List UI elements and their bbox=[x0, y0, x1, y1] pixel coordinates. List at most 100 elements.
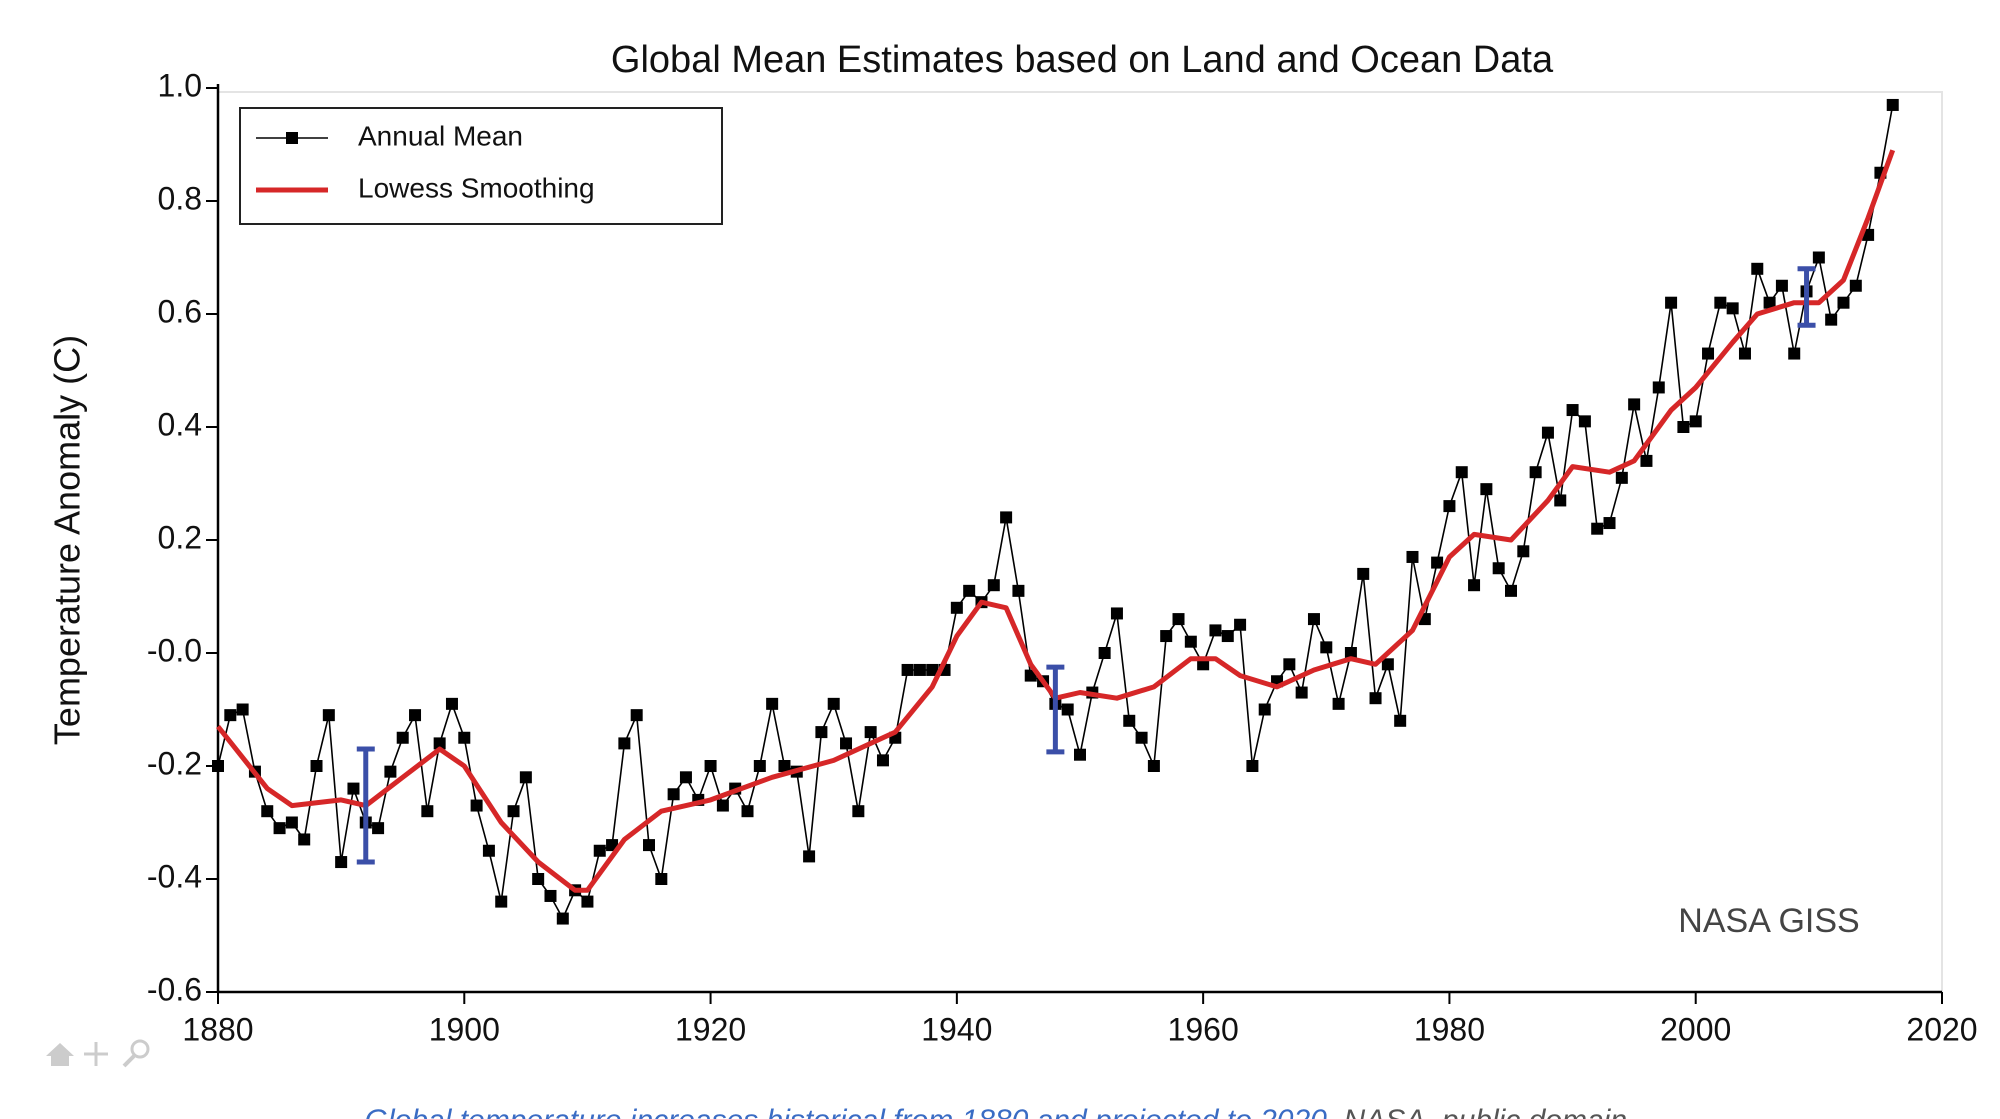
data-point bbox=[224, 709, 237, 722]
data-point bbox=[1307, 613, 1320, 626]
data-point bbox=[347, 782, 360, 795]
legend-box bbox=[239, 107, 723, 225]
data-point bbox=[1344, 647, 1357, 659]
x-tick-label: 1920 bbox=[675, 1011, 746, 1047]
data-point bbox=[1529, 466, 1542, 479]
data-point bbox=[716, 799, 729, 812]
data-point bbox=[1147, 760, 1160, 772]
data-point bbox=[1566, 404, 1579, 417]
data-point bbox=[556, 912, 569, 925]
toolbar-icons bbox=[46, 1039, 150, 1068]
data-point bbox=[421, 805, 434, 818]
data-point bbox=[1406, 550, 1419, 563]
data-point bbox=[335, 856, 348, 869]
data-point bbox=[519, 771, 532, 784]
y-tick-label: 0.8 bbox=[158, 180, 202, 216]
data-point bbox=[396, 731, 409, 744]
data-point bbox=[704, 760, 717, 772]
x-tick-label: 1980 bbox=[1414, 1011, 1485, 1047]
data-point bbox=[741, 805, 754, 818]
zoom-icon bbox=[130, 1039, 150, 1059]
data-point bbox=[261, 805, 274, 818]
data-point bbox=[913, 663, 926, 676]
data-point bbox=[1677, 421, 1690, 433]
data-point bbox=[1234, 618, 1247, 631]
data-point bbox=[310, 760, 323, 772]
data-point bbox=[1110, 607, 1123, 620]
data-point bbox=[1221, 630, 1234, 643]
data-point bbox=[926, 663, 939, 676]
pan-icon bbox=[84, 1042, 108, 1066]
data-point bbox=[950, 601, 963, 614]
data-point bbox=[1788, 347, 1801, 360]
data-point bbox=[298, 833, 311, 846]
data-point bbox=[1468, 579, 1481, 592]
data-point bbox=[1505, 584, 1517, 597]
data-point bbox=[495, 895, 508, 908]
data-point bbox=[445, 697, 458, 710]
data-point bbox=[753, 760, 766, 772]
annotation: NASA GISS bbox=[1678, 902, 1859, 940]
data-point bbox=[778, 760, 791, 772]
data-point bbox=[901, 663, 914, 676]
error-bar bbox=[1046, 664, 1065, 755]
data-point bbox=[864, 726, 877, 739]
data-point bbox=[840, 737, 853, 750]
x-tick-label: 2020 bbox=[1906, 1011, 1977, 1047]
y-tick-label: 0.6 bbox=[158, 293, 202, 329]
data-point bbox=[1825, 313, 1838, 326]
data-point bbox=[1184, 635, 1197, 648]
data-point bbox=[273, 822, 286, 835]
error-bar bbox=[1797, 266, 1816, 328]
data-point bbox=[1603, 517, 1616, 530]
data-point bbox=[1332, 697, 1345, 710]
data-point bbox=[1135, 731, 1148, 744]
legend-label: Annual Mean bbox=[358, 120, 523, 151]
data-point bbox=[1074, 748, 1086, 761]
x-tick-label: 2000 bbox=[1660, 1011, 1731, 1047]
data-point bbox=[212, 760, 224, 772]
data-point bbox=[1320, 641, 1333, 654]
data-point bbox=[1591, 522, 1604, 535]
data-point bbox=[482, 844, 495, 857]
zoom-handle bbox=[122, 1054, 136, 1068]
y-tick-label: 0.2 bbox=[158, 519, 202, 555]
caption-link[interactable]: Global temperature increases historical … bbox=[365, 1104, 1328, 1119]
data-point bbox=[384, 765, 397, 778]
data-point bbox=[1837, 296, 1850, 309]
data-point bbox=[1665, 296, 1678, 309]
data-point bbox=[1541, 426, 1554, 439]
data-point bbox=[470, 799, 483, 812]
data-point bbox=[815, 726, 828, 739]
data-point bbox=[372, 822, 385, 835]
data-point bbox=[1578, 415, 1591, 428]
data-point bbox=[1369, 692, 1382, 705]
data-point bbox=[285, 816, 298, 829]
data-point bbox=[766, 697, 779, 710]
data-point bbox=[963, 584, 976, 597]
x-tick-label: 1880 bbox=[182, 1011, 253, 1047]
data-point bbox=[593, 844, 606, 857]
data-point bbox=[1751, 262, 1764, 275]
data-point bbox=[1886, 98, 1899, 111]
y-tick-label: -0.6 bbox=[147, 971, 202, 1007]
data-point bbox=[1283, 658, 1296, 671]
data-point bbox=[1652, 381, 1665, 394]
data-point bbox=[1160, 630, 1173, 643]
caption: Global temperature increases historical … bbox=[365, 1104, 1636, 1119]
x-tick-label: 1960 bbox=[1168, 1011, 1239, 1047]
data-point bbox=[1726, 302, 1739, 315]
data-point bbox=[1209, 624, 1222, 637]
data-point bbox=[1197, 658, 1210, 671]
data-point bbox=[1763, 296, 1776, 309]
smoothing-line bbox=[216, 149, 1896, 893]
data-point bbox=[322, 709, 335, 722]
y-axis-label: Temperature Anomaly (C) bbox=[47, 335, 88, 745]
data-point bbox=[1012, 584, 1025, 597]
chart-title: Global Mean Estimates based on Land and … bbox=[611, 39, 1554, 81]
y-tick-label: -0.2 bbox=[147, 745, 202, 781]
data-point bbox=[236, 703, 249, 716]
data-point bbox=[1295, 686, 1308, 699]
data-point bbox=[630, 709, 643, 722]
data-point bbox=[458, 731, 471, 744]
